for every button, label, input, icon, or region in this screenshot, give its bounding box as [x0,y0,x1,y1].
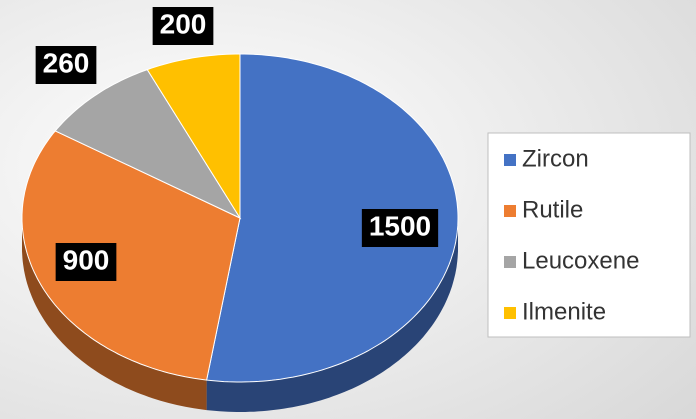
slice-side [22,218,207,411]
data-labels: 1500 900 260 200 [35,7,439,281]
slice [21,130,241,381]
data-label-box [152,7,214,45]
data-label-box [35,46,97,84]
data-label: 260 [43,47,90,78]
data-label: 900 [63,244,110,275]
legend-label: Leucoxene [522,247,639,274]
legend-swatch [504,307,516,319]
data-label: 1500 [369,210,431,241]
legend-swatch [504,256,516,268]
slice-side [206,218,458,412]
pie [21,53,459,412]
legend-swatch [504,205,516,217]
legend: Zircon Rutile Leucoxene Ilmenite [504,145,639,325]
slice [205,53,459,383]
legend-swatch [504,154,516,166]
data-label-box [55,243,117,281]
data-label-box [361,209,439,247]
slice [54,68,242,220]
legend-label: Ilmenite [522,298,606,325]
legend-label: Rutile [522,196,583,223]
data-label: 200 [160,8,207,39]
slice [146,53,241,220]
legend-box [487,132,691,338]
legend-label: Zircon [522,145,589,172]
